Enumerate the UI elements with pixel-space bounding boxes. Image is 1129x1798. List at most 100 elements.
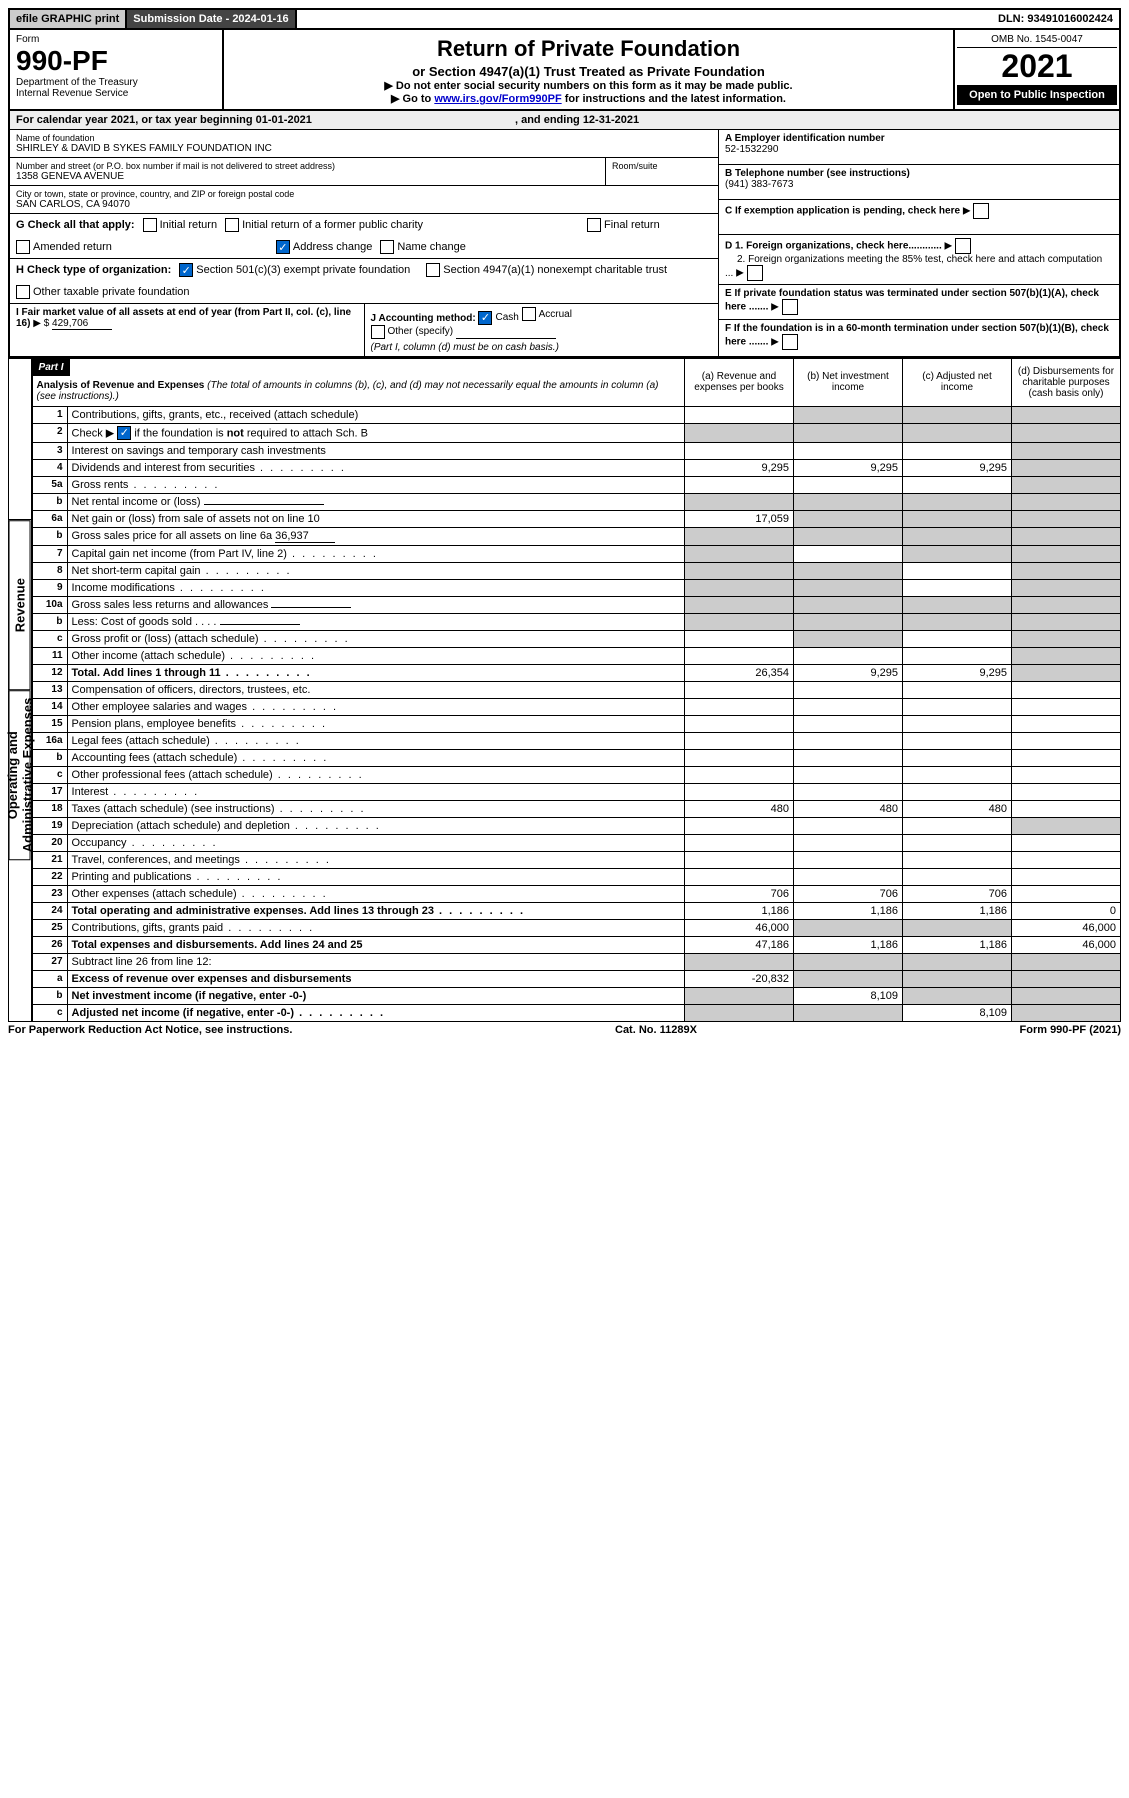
tax-year: 2021 bbox=[957, 48, 1117, 85]
info-left: Name of foundation SHIRLEY & DAVID B SYK… bbox=[10, 130, 719, 356]
footer-left: For Paperwork Reduction Act Notice, see … bbox=[8, 1024, 292, 1036]
cb-other-taxable[interactable]: Other taxable private foundation bbox=[16, 285, 190, 299]
address-cell: Number and street (or P.O. box number if… bbox=[10, 158, 605, 186]
table-row: 18Taxes (attach schedule) (see instructi… bbox=[32, 800, 1120, 817]
info-row: Name of foundation SHIRLEY & DAVID B SYK… bbox=[10, 130, 1119, 356]
table-row: 25Contributions, gifts, grants paid46,00… bbox=[32, 919, 1120, 936]
footer-cat: Cat. No. 11289X bbox=[615, 1024, 697, 1036]
dept: Department of the Treasury bbox=[16, 77, 216, 88]
entity-block: For calendar year 2021, or tax year begi… bbox=[8, 111, 1121, 358]
form-number: 990-PF bbox=[16, 45, 216, 77]
cb-f-60month[interactable] bbox=[782, 334, 798, 350]
table-row: 17Interest bbox=[32, 783, 1120, 800]
table-row: 3Interest on savings and temporary cash … bbox=[32, 442, 1120, 459]
cb-4947[interactable]: Section 4947(a)(1) nonexempt charitable … bbox=[426, 263, 667, 277]
g-check-row: G Check all that apply: Initial return I… bbox=[10, 214, 718, 259]
f-cell: F If the foundation is in a 60-month ter… bbox=[719, 320, 1119, 354]
cb-other-method[interactable]: Other (specify) bbox=[371, 325, 454, 339]
cb-initial-return[interactable]: Initial return bbox=[143, 218, 217, 232]
efile-label[interactable]: efile GRAPHIC print bbox=[10, 10, 127, 28]
revenue-label: Revenue bbox=[9, 520, 31, 690]
table-row: 12Total. Add lines 1 through 1126,3549,2… bbox=[32, 664, 1120, 681]
ein-cell: A Employer identification number 52-1532… bbox=[719, 130, 1119, 165]
phone-cell: B Telephone number (see instructions) (9… bbox=[719, 165, 1119, 200]
foundation-name-cell: Name of foundation SHIRLEY & DAVID B SYK… bbox=[10, 130, 718, 158]
table-row: 21Travel, conferences, and meetings bbox=[32, 851, 1120, 868]
table-row: bAccounting fees (attach schedule) bbox=[32, 749, 1120, 766]
table-row: 6aNet gain or (loss) from sale of assets… bbox=[32, 510, 1120, 527]
table-row: 8Net short-term capital gain bbox=[32, 562, 1120, 579]
cb-d2-85pct[interactable] bbox=[747, 265, 763, 281]
part1-label: Part I bbox=[33, 359, 70, 376]
footer: For Paperwork Reduction Act Notice, see … bbox=[8, 1022, 1121, 1038]
form-title: Return of Private Foundation bbox=[228, 36, 949, 62]
cb-name-change[interactable]: Name change bbox=[380, 240, 466, 254]
table-row: 27Subtract line 26 from line 12: bbox=[32, 953, 1120, 970]
top-bar: efile GRAPHIC print Submission Date - 20… bbox=[8, 8, 1121, 30]
foundation-name: SHIRLEY & DAVID B SYKES FAMILY FOUNDATIO… bbox=[16, 143, 712, 154]
cb-e-terminated[interactable] bbox=[782, 299, 798, 315]
table-row: 4Dividends and interest from securities9… bbox=[32, 459, 1120, 476]
cb-initial-former[interactable]: Initial return of a former public charit… bbox=[225, 218, 423, 232]
table-row: 15Pension plans, employee benefits bbox=[32, 715, 1120, 732]
table-row: 16aLegal fees (attach schedule) bbox=[32, 732, 1120, 749]
col-b-header: (b) Net investment income bbox=[794, 358, 903, 406]
phone-value: (941) 383-7673 bbox=[725, 179, 1113, 190]
table-row: cAdjusted net income (if negative, enter… bbox=[32, 1004, 1120, 1021]
h-check-row: H Check type of organization: ✓Section 5… bbox=[10, 259, 718, 304]
part1-container: Revenue Operating and Administrative Exp… bbox=[8, 358, 1121, 1022]
table-row: 14Other employee salaries and wages bbox=[32, 698, 1120, 715]
table-row: 9Income modifications bbox=[32, 579, 1120, 596]
e-cell: E If private foundation status was termi… bbox=[719, 285, 1119, 320]
i-fmv-cell: I Fair market value of all assets at end… bbox=[10, 304, 364, 356]
street-address: 1358 GENEVA AVENUE bbox=[16, 171, 599, 182]
table-row: bGross sales price for all assets on lin… bbox=[32, 527, 1120, 545]
table-row: bLess: Cost of goods sold . . . . bbox=[32, 613, 1120, 630]
cb-c-pending[interactable] bbox=[973, 203, 989, 219]
form-header: Form 990-PF Department of the Treasury I… bbox=[8, 30, 1121, 111]
cb-amended-return[interactable]: Amended return bbox=[16, 240, 112, 254]
table-row: 22Printing and publications bbox=[32, 868, 1120, 885]
cb-address-change[interactable]: ✓Address change bbox=[276, 240, 373, 254]
table-row: bNet rental income or (loss) bbox=[32, 493, 1120, 510]
side-labels: Revenue Operating and Administrative Exp… bbox=[8, 358, 32, 1022]
table-row: 26Total expenses and disbursements. Add … bbox=[32, 936, 1120, 953]
table-row: cGross profit or (loss) (attach schedule… bbox=[32, 630, 1120, 647]
form-subtitle: or Section 4947(a)(1) Trust Treated as P… bbox=[228, 64, 949, 79]
table-row: 13Compensation of officers, directors, t… bbox=[32, 681, 1120, 698]
col-d-header: (d) Disbursements for charitable purpose… bbox=[1012, 358, 1121, 406]
fmv-value: 429,706 bbox=[52, 318, 112, 330]
info-right: A Employer identification number 52-1532… bbox=[719, 130, 1119, 356]
header-right: OMB No. 1545-0047 2021 Open to Public In… bbox=[953, 30, 1119, 109]
table-row: 5aGross rents bbox=[32, 476, 1120, 493]
cb-sch-b[interactable]: ✓ bbox=[117, 426, 131, 440]
footer-right: Form 990-PF (2021) bbox=[1020, 1024, 1122, 1036]
calendar-year: For calendar year 2021, or tax year begi… bbox=[10, 111, 1119, 130]
table-row: aExcess of revenue over expenses and dis… bbox=[32, 970, 1120, 987]
cb-final-return[interactable]: Final return bbox=[587, 218, 660, 232]
j-method-cell: J Accounting method: ✓Cash Accrual Other… bbox=[364, 304, 719, 356]
omb-number: OMB No. 1545-0047 bbox=[957, 32, 1117, 48]
irs-link[interactable]: www.irs.gov/Form990PF bbox=[434, 93, 561, 105]
dln: DLN: 93491016002424 bbox=[992, 10, 1119, 28]
table-row: 7Capital gain net income (from Part IV, … bbox=[32, 545, 1120, 562]
table-row: 19Depreciation (attach schedule) and dep… bbox=[32, 817, 1120, 834]
cb-cash[interactable]: ✓Cash bbox=[478, 311, 518, 325]
cb-accrual[interactable]: Accrual bbox=[522, 307, 572, 321]
table-row: 11Other income (attach schedule) bbox=[32, 647, 1120, 664]
room-cell: Room/suite bbox=[605, 158, 718, 186]
header-left: Form 990-PF Department of the Treasury I… bbox=[10, 30, 224, 109]
city-cell: City or town, state or province, country… bbox=[10, 186, 718, 214]
expenses-label: Operating and Administrative Expenses bbox=[9, 690, 31, 860]
c-cell: C If exemption application is pending, c… bbox=[719, 200, 1119, 235]
table-row: 24Total operating and administrative exp… bbox=[32, 902, 1120, 919]
city-state-zip: SAN CARLOS, CA 94070 bbox=[16, 199, 712, 210]
d-cell: D 1. Foreign organizations, check here..… bbox=[719, 235, 1119, 285]
cb-501c3[interactable]: ✓Section 501(c)(3) exempt private founda… bbox=[179, 263, 410, 277]
table-row: 20Occupancy bbox=[32, 834, 1120, 851]
table-row: 10aGross sales less returns and allowanc… bbox=[32, 596, 1120, 613]
open-public: Open to Public Inspection bbox=[957, 85, 1117, 105]
ein-value: 52-1532290 bbox=[725, 144, 1113, 155]
cb-d1-foreign[interactable] bbox=[955, 238, 971, 254]
table-row: 1Contributions, gifts, grants, etc., rec… bbox=[32, 406, 1120, 423]
